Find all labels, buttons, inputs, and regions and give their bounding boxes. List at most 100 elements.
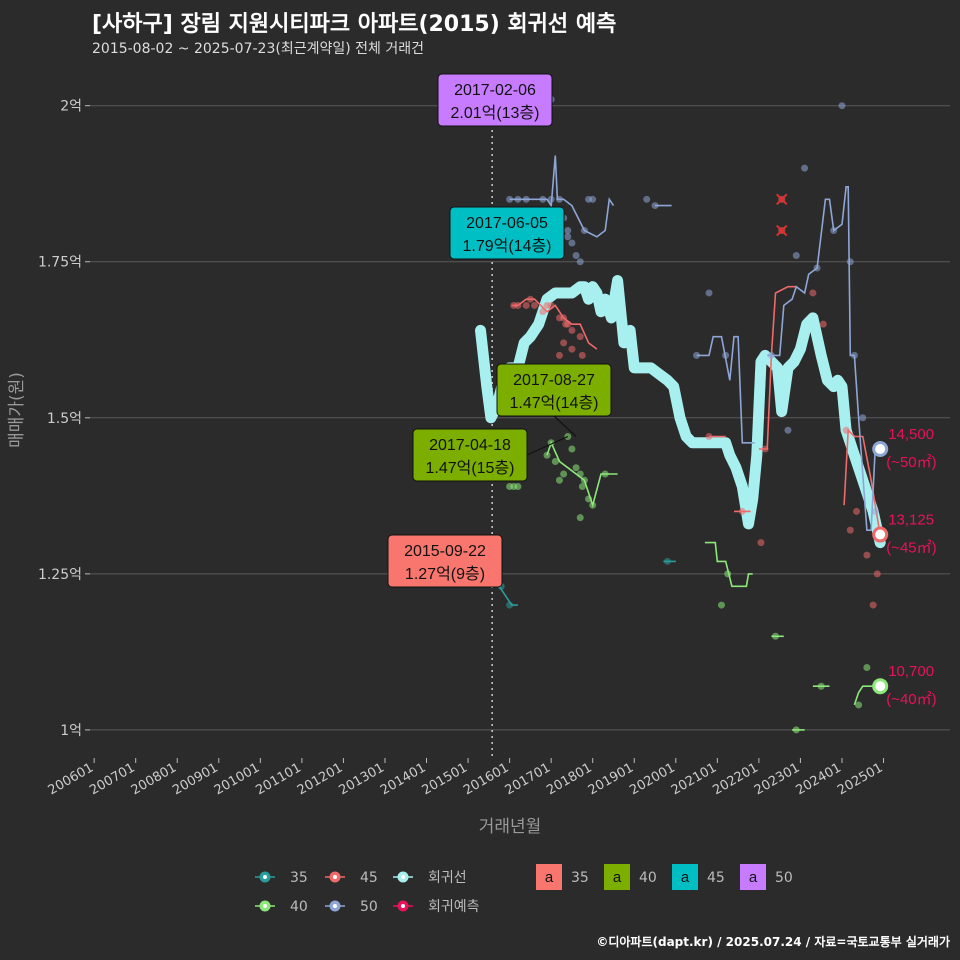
legend-label: 45 bbox=[360, 870, 378, 886]
data-point-40 bbox=[717, 601, 725, 609]
data-point-50 bbox=[838, 102, 846, 110]
legend-dot-core bbox=[263, 875, 267, 879]
data-point-45 bbox=[578, 351, 586, 359]
x-tick-label: 200901 bbox=[170, 760, 220, 798]
legend-swatch-glyph: a bbox=[749, 869, 758, 886]
legend-swatch-glyph: a bbox=[545, 869, 554, 886]
series-line-40 bbox=[546, 440, 618, 508]
data-point-45 bbox=[809, 289, 817, 297]
data-point-50 bbox=[568, 239, 576, 247]
legend-swatch-glyph: a bbox=[681, 869, 690, 886]
x-tick-label: 202101 bbox=[669, 760, 719, 798]
data-point-45 bbox=[568, 345, 576, 353]
x-tick-label: 202501 bbox=[835, 760, 885, 798]
data-point-50 bbox=[859, 414, 867, 422]
data-point-45 bbox=[531, 301, 539, 309]
forecast-price-label: 14,500 bbox=[888, 426, 934, 443]
legend-dot-core bbox=[263, 904, 267, 908]
x-tick-label: 202301 bbox=[752, 760, 802, 798]
legend-label: 50 bbox=[360, 899, 378, 915]
annotation-35: 2015-09-22 1.27억(9층) bbox=[387, 534, 503, 588]
x-tick-label: 201101 bbox=[253, 760, 303, 798]
data-point-45 bbox=[576, 333, 584, 341]
data-point-50 bbox=[572, 252, 580, 260]
legend-dot-core bbox=[401, 875, 405, 879]
legend-label: 회귀선 bbox=[428, 870, 467, 886]
data-point-45 bbox=[522, 301, 530, 309]
x-tick-label: 201701 bbox=[503, 760, 553, 798]
forecast-price-label: 10,700 bbox=[888, 663, 934, 680]
y-tick-label: 1.75억 bbox=[38, 255, 82, 271]
chart-subtitle: 2015-08-02 ~ 2025-07-23(최근계약일) 전체 거래건 bbox=[92, 41, 424, 57]
data-point-50 bbox=[693, 351, 701, 359]
forecast-price-label: 13,125 bbox=[888, 512, 934, 529]
forecast-area-label: (~40㎡) bbox=[886, 691, 936, 708]
forecast-point-50 bbox=[872, 441, 889, 458]
forecast-area-label: (~50㎡) bbox=[886, 454, 936, 471]
annotation-date: 2017-06-05 bbox=[466, 215, 548, 232]
legend-swatch bbox=[672, 864, 698, 890]
legend-box-50: a 50 bbox=[740, 864, 793, 890]
legend-dot-core bbox=[333, 875, 337, 879]
legend-label: 35 bbox=[571, 870, 589, 886]
y-tick-label: 1.5억 bbox=[47, 411, 82, 427]
x-tick-label: 202001 bbox=[627, 760, 677, 798]
data-point-45 bbox=[853, 507, 861, 515]
annotation-40: 2017-08-27 1.47억(14층) bbox=[496, 363, 612, 437]
legend-item-회귀선: 회귀선 bbox=[393, 870, 467, 886]
data-point-50 bbox=[705, 289, 713, 297]
x-tick-label: 201501 bbox=[420, 760, 470, 798]
legend-swatch-glyph: a bbox=[613, 869, 622, 886]
annotation-value: 1.27억(9층) bbox=[405, 565, 485, 583]
series-segment-45 bbox=[758, 285, 797, 450]
data-point-40 bbox=[514, 482, 522, 490]
legend-box-45: a 45 bbox=[672, 864, 725, 890]
legend-swatch bbox=[604, 864, 630, 890]
regression-line bbox=[475, 275, 886, 549]
legend-label: 50 bbox=[775, 870, 793, 886]
annotation-box bbox=[412, 428, 528, 482]
annotation-box bbox=[496, 363, 612, 417]
annotation-date: 2017-02-06 bbox=[454, 82, 536, 99]
x-tick-label: 201801 bbox=[544, 760, 594, 798]
annotation-box bbox=[449, 206, 565, 260]
data-point-45 bbox=[568, 326, 576, 334]
x-tick-label: 201401 bbox=[378, 760, 428, 798]
data-point-50 bbox=[784, 426, 792, 434]
annotation-date: 2017-08-27 bbox=[513, 372, 595, 389]
data-point-40 bbox=[576, 514, 584, 522]
legend-dot-core bbox=[401, 904, 405, 908]
forecast-point-40 bbox=[872, 678, 889, 695]
annotation-45: 2017-06-05 1.79억(14층) bbox=[449, 206, 565, 260]
data-point-45 bbox=[846, 526, 854, 534]
data-point-50 bbox=[643, 195, 651, 203]
data-point-40 bbox=[863, 663, 871, 671]
annotation-50: 2017-02-06 2.01억(13층) bbox=[437, 73, 553, 127]
legend-swatch bbox=[536, 864, 562, 890]
legend-swatch bbox=[740, 864, 766, 890]
source-credit: ©디아파트(dapt.kr) / 2025.07.24 / 자료=국토교통부 실… bbox=[596, 935, 950, 949]
annotation-box bbox=[387, 534, 503, 588]
x-tick-label: 202401 bbox=[793, 760, 843, 798]
x-tick-label: 201901 bbox=[586, 760, 636, 798]
annotation-value: 2.01억(13층) bbox=[450, 104, 539, 122]
x-tick-label: 200701 bbox=[87, 760, 137, 798]
data-point-50 bbox=[801, 164, 809, 172]
annotation-value: 1.79억(14층) bbox=[462, 237, 551, 255]
legend-box-35: a 35 bbox=[536, 864, 589, 890]
data-point-50 bbox=[564, 227, 572, 235]
data-point-45 bbox=[757, 539, 765, 547]
legend-box-40: a 40 bbox=[604, 864, 657, 890]
data-point-40 bbox=[551, 457, 559, 465]
cancelled-deal-marker bbox=[776, 224, 788, 237]
y-tick-label: 1.25억 bbox=[38, 567, 82, 583]
y-axis-title: 매매가(원) bbox=[7, 372, 27, 448]
data-point-45 bbox=[560, 339, 568, 347]
data-point-45 bbox=[819, 320, 827, 328]
legend-label: 40 bbox=[639, 870, 657, 886]
data-point-45 bbox=[869, 601, 877, 609]
annotation-value: 1.47억(14층) bbox=[509, 394, 598, 412]
data-point-45 bbox=[555, 351, 563, 359]
data-point-45 bbox=[863, 551, 871, 559]
